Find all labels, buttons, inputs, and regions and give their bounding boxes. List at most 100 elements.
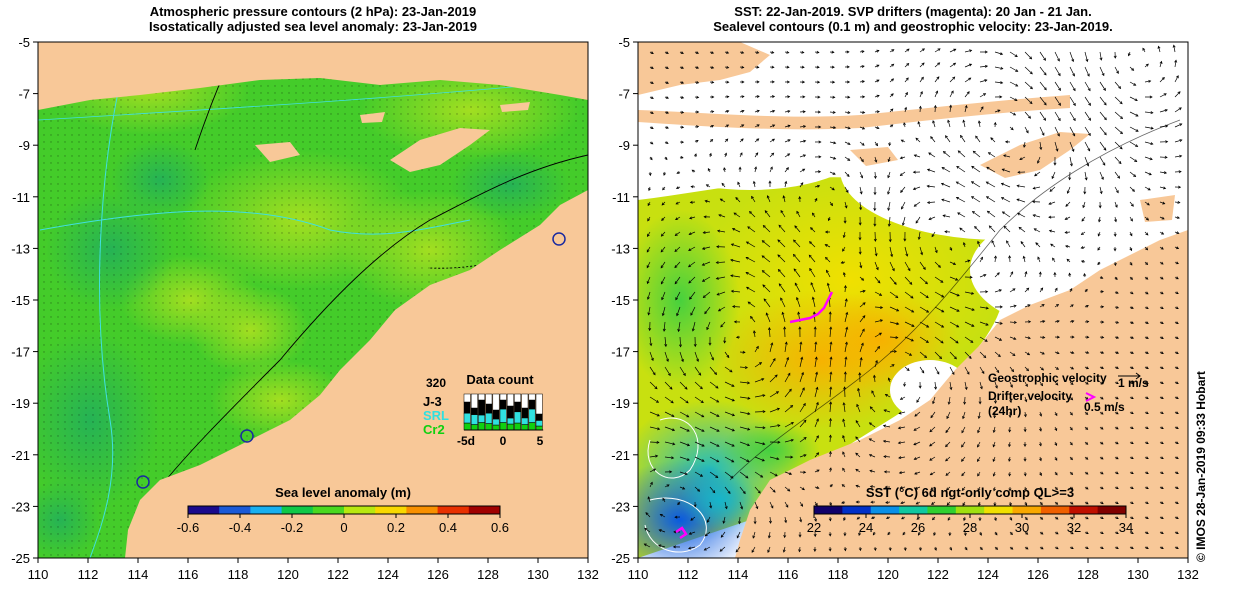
velocity-arrow <box>661 216 666 221</box>
velocity-arrow <box>977 426 981 433</box>
x-tick-label: 116 <box>178 567 199 582</box>
x-tick-label: 120 <box>877 567 899 582</box>
velocity-arrow <box>914 471 921 475</box>
velocity-arrow <box>731 243 741 248</box>
velocity-arrow <box>1039 381 1043 386</box>
velocity-arrow <box>724 351 730 358</box>
velocity-arrow <box>649 482 653 488</box>
velocity-arrow <box>799 501 803 507</box>
velocity-arrow <box>649 468 656 473</box>
velocity-arrow <box>859 315 866 323</box>
velocity-arrow <box>919 336 929 343</box>
velocity-arrow <box>1033 186 1041 189</box>
velocity-arrow <box>898 456 906 459</box>
velocity-arrow <box>1039 126 1045 136</box>
velocity-arrow <box>1114 81 1121 89</box>
histogram-bar <box>514 401 522 413</box>
drifter-track <box>789 291 834 324</box>
sst-colorbar-ticks: 22 24 26 28 30 32 34 <box>807 514 1133 535</box>
velocity-arrow <box>675 231 681 236</box>
velocity-arrow <box>974 226 981 233</box>
velocity-arrow <box>874 291 882 296</box>
x-tick-label: 116 <box>778 567 799 582</box>
velocity-arrow <box>964 91 970 98</box>
colorbar-segment <box>468 506 501 514</box>
velocity-arrow <box>724 366 733 373</box>
velocity-arrow <box>646 261 651 268</box>
velocity-arrow <box>844 141 851 145</box>
velocity-arrow <box>1054 111 1061 121</box>
velocity-arrow <box>859 261 862 268</box>
velocity-arrow <box>1017 185 1026 188</box>
histogram-bar <box>528 399 536 410</box>
velocity-arrow <box>679 441 690 446</box>
velocity-arrow <box>694 411 704 418</box>
histogram-bar <box>463 393 471 403</box>
velocity-arrow <box>719 546 726 552</box>
y-tick-label: -7 <box>618 87 630 102</box>
velocity-arrow <box>647 231 651 237</box>
velocity-arrow <box>703 291 711 298</box>
velocity-arrow <box>1129 111 1139 117</box>
velocity-arrow <box>745 257 756 263</box>
velocity-arrow <box>1069 81 1076 91</box>
velocity-arrow <box>979 65 988 68</box>
velocity-arrow <box>843 272 846 278</box>
velocity-arrow <box>694 441 705 447</box>
velocity-arrow <box>931 231 936 237</box>
data-count-inset: Data count 320 J-3 SRL Cr2 -5d 0 5 <box>423 372 544 448</box>
velocity-arrow <box>769 358 776 368</box>
velocity-arrow <box>904 366 910 371</box>
velocity-arrow <box>904 107 907 113</box>
velocity-arrow <box>941 167 951 173</box>
velocity-arrow <box>829 402 832 413</box>
velocity-arrow <box>994 381 998 389</box>
velocity-arrow <box>994 411 996 418</box>
velocity-arrow <box>899 471 906 474</box>
velocity-arrow <box>793 268 801 278</box>
velocity-arrow <box>799 154 806 158</box>
velocity-arrow <box>874 261 879 270</box>
velocity-arrow <box>1144 80 1151 83</box>
velocity-arrow <box>986 196 996 203</box>
velocity-arrow <box>844 126 851 129</box>
velocity-arrow <box>705 200 711 203</box>
velocity-arrow <box>724 381 735 387</box>
velocity-arrow <box>904 48 910 53</box>
mission-label-cr2: Cr2 <box>423 422 445 437</box>
colorbar-segment <box>927 506 957 514</box>
histogram-bar <box>478 422 486 431</box>
colorbar-segment <box>281 506 314 514</box>
velocity-arrow <box>814 372 818 383</box>
velocity-arrow <box>919 366 925 374</box>
velocity-arrow <box>1024 81 1033 89</box>
sla-colorbar <box>187 505 501 515</box>
velocity-arrow <box>762 240 771 248</box>
velocity-arrow <box>889 364 895 368</box>
imos-credit: © IMOS 28-Jan-2019 09:33 Hobart <box>1194 371 1208 562</box>
velocity-arrow <box>1024 271 1027 278</box>
velocity-arrow <box>752 531 756 539</box>
velocity-arrow <box>649 366 656 375</box>
velocity-arrow <box>649 441 659 443</box>
velocity-arrow <box>1174 75 1179 83</box>
velocity-arrow <box>747 301 756 308</box>
velocity-arrow <box>1039 66 1047 76</box>
velocity-arrow <box>739 152 743 158</box>
velocity-arrow <box>799 357 803 368</box>
velocity-arrow <box>869 470 876 473</box>
velocity-arrow <box>1024 366 1029 371</box>
velocity-arrow <box>1048 201 1056 205</box>
velocity-arrow <box>1114 186 1119 193</box>
velocity-arrow <box>934 321 944 328</box>
velocity-arrow <box>1159 77 1165 83</box>
velocity-arrow <box>664 456 674 459</box>
colorbar-segment <box>375 506 407 514</box>
velocity-arrow <box>769 110 775 113</box>
velocity-arrow <box>994 66 1003 70</box>
velocity-arrow <box>1039 336 1045 338</box>
velocity-arrow <box>904 306 914 313</box>
histogram-bar <box>463 412 471 424</box>
velocity-arrow <box>934 306 944 313</box>
velocity-arrow <box>874 171 876 179</box>
